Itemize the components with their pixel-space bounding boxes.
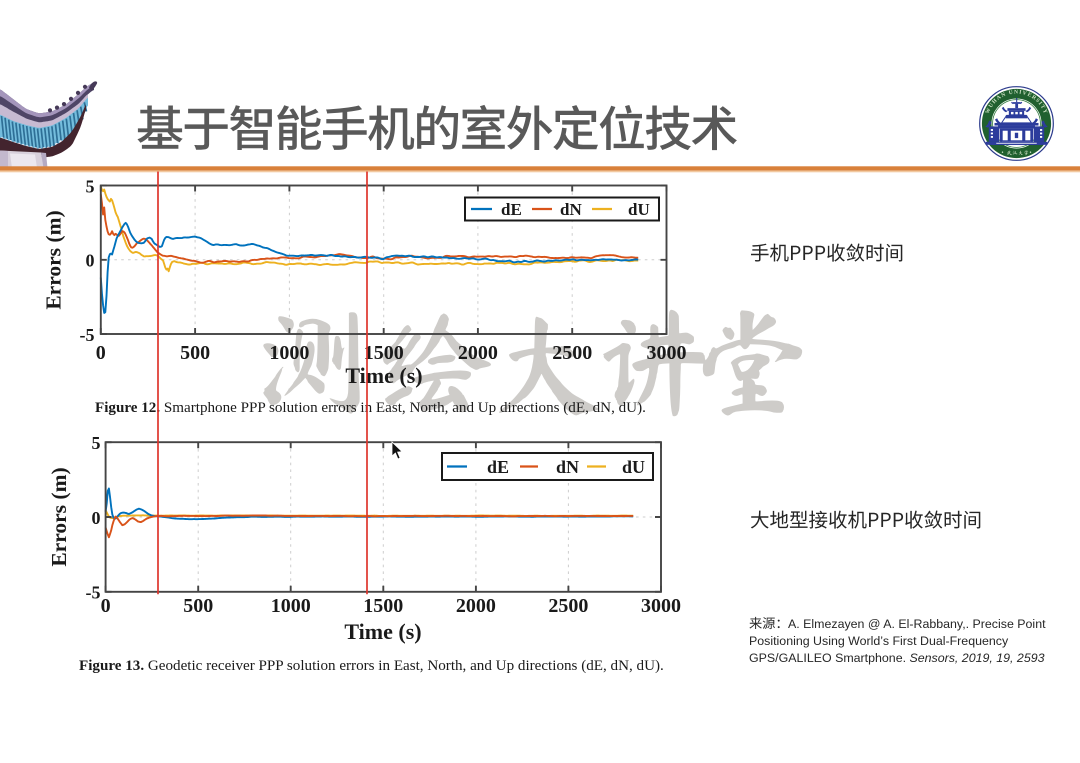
svg-text:3000: 3000 (641, 595, 681, 617)
svg-text:0: 0 (96, 342, 106, 364)
svg-text:1000: 1000 (269, 342, 309, 364)
svg-text:GPS/GALILEO Smartphone. Sensor: GPS/GALILEO Smartphone. Sensors, 2019, 1… (749, 651, 1045, 665)
svg-text:500: 500 (180, 342, 210, 364)
svg-text:0: 0 (92, 508, 101, 528)
svg-text:-5: -5 (80, 325, 95, 345)
svg-text:500: 500 (183, 595, 213, 617)
svg-text:Errors (m): Errors (m) (42, 210, 66, 309)
svg-text:Time (s): Time (s) (345, 363, 422, 388)
svg-text:2000: 2000 (456, 595, 496, 617)
svg-text:0: 0 (86, 251, 95, 271)
svg-text:1000: 1000 (271, 595, 311, 617)
svg-text:1500: 1500 (363, 595, 403, 617)
svg-text:1500: 1500 (364, 342, 404, 364)
svg-text:dU: dU (622, 457, 645, 477)
svg-text:0: 0 (101, 595, 111, 617)
svg-text:dU: dU (628, 200, 650, 219)
svg-text:Errors (m): Errors (m) (47, 467, 71, 566)
svg-text:2500: 2500 (552, 342, 592, 364)
svg-text:dE: dE (487, 457, 509, 477)
svg-text:-5: -5 (86, 583, 101, 603)
svg-text:Positioning Using World’s Firs: Positioning Using World’s First Dual-Fre… (749, 634, 1009, 648)
svg-text:Time (s): Time (s) (344, 619, 421, 644)
svg-text:5: 5 (92, 433, 101, 453)
svg-text:Figure 13. Geodetic receiver P: Figure 13. Geodetic receiver PPP solutio… (79, 658, 664, 674)
svg-text:dE: dE (501, 200, 522, 219)
svg-text:Figure 12. Smartphone PPP solu: Figure 12. Smartphone PPP solution error… (95, 400, 646, 416)
svg-text:5: 5 (86, 176, 95, 196)
svg-text:A. Elmezayen @ A. El-Rabbany,: A. Elmezayen @ A. El-Rabbany,. Precise P… (788, 617, 1046, 631)
svg-text:dN: dN (560, 200, 582, 219)
svg-text:3000: 3000 (647, 342, 687, 364)
svg-text:2000: 2000 (458, 342, 498, 364)
svg-text:2500: 2500 (548, 595, 588, 617)
svg-text:dN: dN (556, 457, 579, 477)
